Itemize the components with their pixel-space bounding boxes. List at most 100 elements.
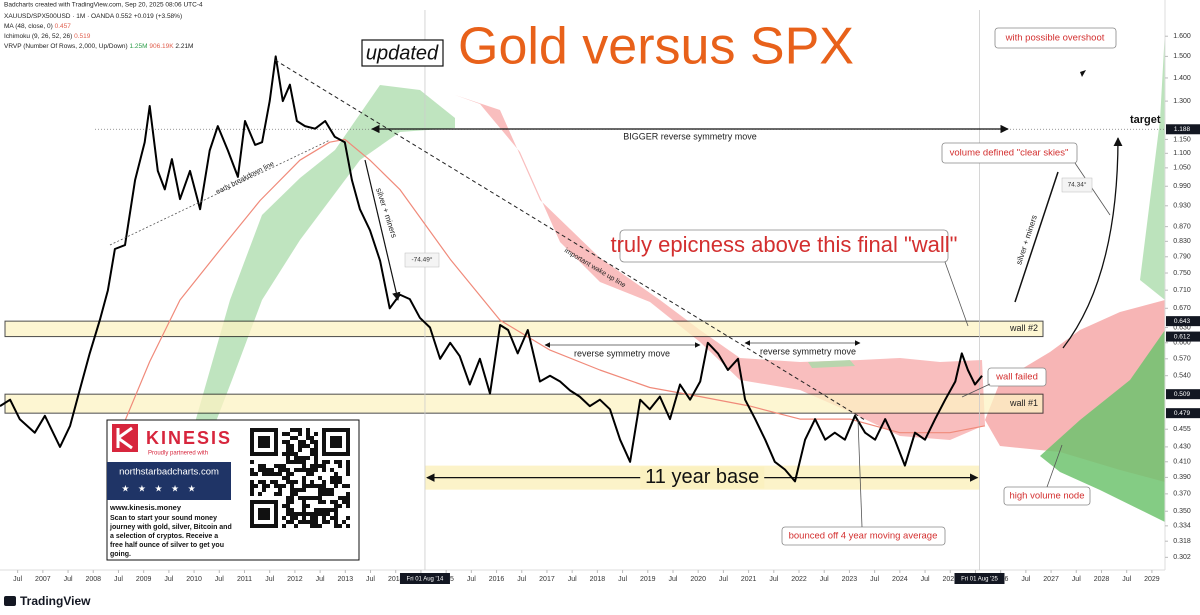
qr-module [270,480,274,484]
qr-module [298,468,302,472]
qr-module [286,468,290,472]
x-tick-label: Jul [870,576,879,583]
y-tick-label: 0.750 [1173,270,1191,277]
qr-module [314,512,318,516]
x-tick-label: 2028 [1094,576,1110,583]
y-tick-label: 0.600 [1173,340,1191,347]
y-tick-label: 0.370 [1173,491,1191,498]
qr-module [314,520,318,524]
qr-module [338,504,342,508]
qr-module [254,472,258,476]
qr-module [306,484,310,488]
qr-module [346,484,350,488]
callout: with possible overshoot [1005,33,1105,44]
price-label-bg [1166,124,1200,135]
qr-finder [330,436,342,448]
footer: TradingView [4,594,91,608]
qr-module [322,468,326,472]
qr-module [342,484,346,488]
x-tick-label: Jul [1072,576,1081,583]
qr-module [298,460,302,464]
x-tick-label: Jul [265,576,274,583]
qr-module [326,488,330,492]
x-tick-label: 2029 [1144,576,1160,583]
qr-module [286,432,290,436]
x-tick-label: 2022 [791,576,807,583]
qr-module [262,464,266,468]
trend-line [109,139,331,246]
qr-module [302,480,306,484]
qr-module [250,488,254,492]
qr-module [322,492,326,496]
qr-module [258,468,262,472]
y-tick-label: 0.390 [1173,474,1191,481]
advert-banner [107,462,231,500]
qr-finder [258,436,270,448]
vrvp-up: 1.25M [129,43,147,50]
ichimoku-label: Ichimoku (9, 26, 52, 26) [4,33,72,40]
qr-module [286,472,290,476]
qr-module [346,504,350,508]
qr-module [322,488,326,492]
x-tick-label: Jul [719,576,728,583]
qr-module [286,444,290,448]
qr-module [314,468,318,472]
advert-body-line: Scan to start your sound money [110,515,217,522]
y-tick-label: 0.670 [1173,305,1191,312]
annotation-layer: Badcharts created with TradingView.com, … [4,2,1200,608]
advert-url: www.kinesis.money [109,503,182,512]
qr-module [330,468,334,472]
y-tick-label: 0.790 [1173,254,1191,261]
qr-module [310,464,314,468]
x-tick-label: Jul [1122,576,1131,583]
x-tick-label: Jul [517,576,526,583]
y-tick-label: 0.318 [1173,538,1191,545]
qr-module [262,484,266,488]
qr-module [258,492,262,496]
qr-module [294,460,298,464]
qr-module [274,480,278,484]
qr-module [314,516,318,520]
symbol: XAUUSD/SPX500USD · 1M · OANDA [4,13,115,20]
callout: bounced off 4 year moving average [789,531,938,542]
qr-module [314,448,318,452]
qr-code [250,428,350,528]
qr-module [330,480,334,484]
price-label-bg [1166,316,1200,327]
qr-module [314,456,318,460]
x-tick-label: Jul [13,576,22,583]
qr-module [322,460,326,464]
qr-module [338,464,342,468]
price-label: 0.479 [1174,410,1191,417]
qr-module [278,484,282,488]
qr-module [310,484,314,488]
qr-module [310,516,314,520]
qr-module [286,456,290,460]
qr-module [306,520,310,524]
qr-module [274,492,278,496]
qr-module [322,512,326,516]
y-tick-label: 0.302 [1173,554,1191,561]
qr-module [290,500,294,504]
x-tick-label: Jul [769,576,778,583]
volume-profile-up [1040,330,1165,522]
qr-module [290,428,294,432]
qr-module [294,512,298,516]
qr-module [298,456,302,460]
annotation: reverse symmetry move [760,346,856,356]
qr-module [334,500,338,504]
qr-module [318,508,322,512]
qr-module [314,460,318,464]
qr-module [346,516,350,520]
x-tick-label: Jul [366,576,375,583]
pointer [857,419,863,528]
qr-module [266,484,270,488]
advert: KINESIS Proudly partnered with northstar… [106,419,360,561]
qr-module [330,508,334,512]
y-tick-label: 1.600 [1173,33,1191,40]
x-tick-label: Jul [618,576,627,583]
ichimoku-value: 0.519 [74,33,91,40]
advert-body-line: a selection of cryptos. Receive a [110,533,218,540]
qr-module [310,496,314,500]
